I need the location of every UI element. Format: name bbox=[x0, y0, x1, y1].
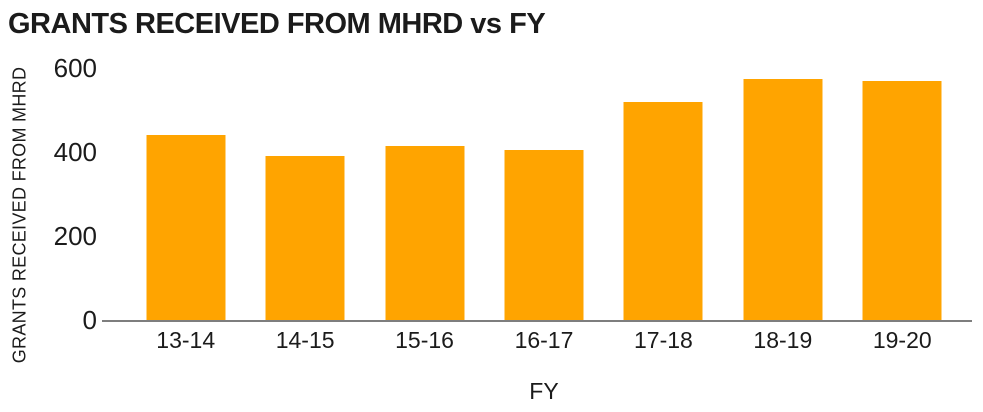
x-tick-label: 18-19 bbox=[753, 327, 813, 353]
bar-cell-19-20 bbox=[843, 68, 962, 320]
x-axis-tick-labels: 13-14 14-15 15-16 16-17 17-18 18-19 19-20 bbox=[126, 329, 962, 352]
bar-cell-17-18 bbox=[604, 68, 723, 320]
x-tick-label: 17-18 bbox=[633, 327, 693, 353]
bar-cell-18-19 bbox=[723, 68, 842, 320]
x-axis-title: FY bbox=[529, 378, 559, 404]
bar-13-14 bbox=[146, 135, 226, 320]
y-tick-label: 600 bbox=[53, 53, 97, 83]
y-tick-label: 400 bbox=[53, 137, 97, 167]
bar-cell-16-17 bbox=[484, 68, 603, 320]
x-tick-label: 15-16 bbox=[395, 327, 454, 353]
x-tick-label: 16-17 bbox=[514, 327, 574, 353]
chart-title: GRANTS RECEIVED FROM MHRD vs FY bbox=[8, 8, 546, 40]
bar-14-15 bbox=[265, 156, 345, 320]
bar-cell-14-15 bbox=[245, 68, 364, 320]
x-tick-label: 13-14 bbox=[156, 327, 216, 353]
x-axis-line bbox=[102, 320, 972, 322]
y-tick-label: 200 bbox=[53, 221, 97, 251]
bar-15-16 bbox=[385, 145, 465, 320]
y-tick-label: 0 bbox=[82, 305, 97, 335]
bar-17-18 bbox=[623, 101, 703, 320]
x-tick-label: 14-15 bbox=[275, 327, 335, 353]
bar-18-19 bbox=[743, 78, 823, 320]
bar-19-20 bbox=[862, 80, 942, 320]
x-tick-label: 19-20 bbox=[872, 327, 932, 353]
y-axis-tick-labels: 0 200 400 600 bbox=[0, 55, 97, 333]
bar-16-17 bbox=[504, 149, 584, 320]
bar-cell-13-14 bbox=[126, 68, 245, 320]
bar-cell-15-16 bbox=[365, 68, 484, 320]
plot-area bbox=[126, 68, 962, 320]
